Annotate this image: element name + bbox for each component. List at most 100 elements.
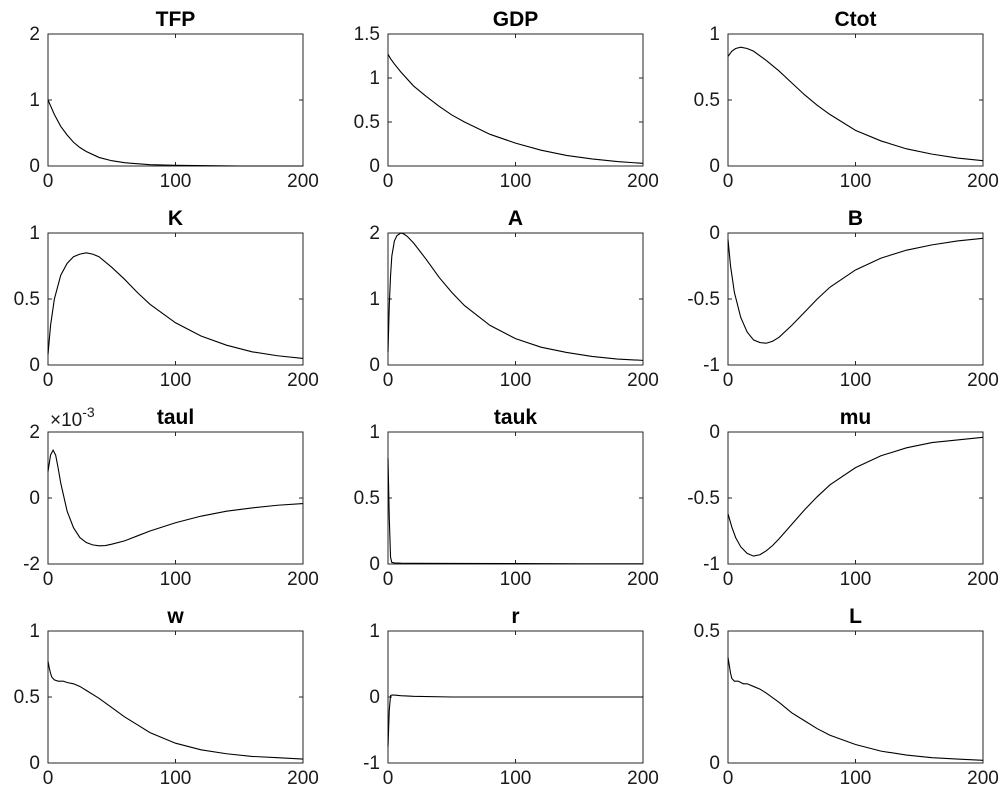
- y-tick-label: 0: [709, 223, 720, 244]
- subplot-l: L 0 100 200 0 0.5: [694, 605, 999, 789]
- x-tick-label: 0: [43, 569, 54, 590]
- x-tick-label: 100: [160, 569, 192, 590]
- x-tick-label: 200: [287, 171, 319, 192]
- subplot-title: TFP: [156, 8, 196, 31]
- y-tick-label: 1: [29, 621, 40, 642]
- x-tick-label: 100: [500, 370, 532, 391]
- x-tick-label: 100: [160, 768, 192, 789]
- x-tick-label: 0: [383, 569, 394, 590]
- x-tick-label: 200: [627, 171, 659, 192]
- x-tick-label: 200: [287, 370, 319, 391]
- x-tick-label: 100: [500, 569, 532, 590]
- subplot-title: K: [168, 207, 183, 230]
- series-line-w: [47, 661, 304, 760]
- axes-frame: [387, 431, 644, 565]
- x-tick-label: 100: [840, 569, 872, 590]
- x-tick-label: 100: [500, 768, 532, 789]
- axis-exponent: ×10-3: [50, 404, 95, 431]
- subplot-title: r: [511, 605, 519, 628]
- x-tick-label: 200: [627, 768, 659, 789]
- subplot-gdp: GDP 0 100 200 0 0.5 1 1.5: [354, 8, 659, 192]
- axes-frame: [47, 630, 304, 764]
- subplot-title: B: [848, 207, 863, 230]
- x-tick-label: 0: [43, 768, 54, 789]
- x-tick-label: 100: [500, 171, 532, 192]
- x-tick-label: 0: [383, 171, 394, 192]
- x-tick-label: 0: [383, 370, 394, 391]
- series-line-taul: [47, 448, 304, 547]
- subplot-title: tauk: [494, 406, 538, 429]
- y-tick-label: 0: [709, 753, 720, 774]
- subplot-title: taul: [157, 406, 194, 429]
- x-tick-label: 200: [287, 569, 319, 590]
- x-tick-label: 100: [160, 370, 192, 391]
- series-line-tauk: [387, 458, 643, 565]
- subplot-w: w 0 100 200 0 0.5 1: [14, 605, 319, 789]
- y-tick-label: 0.5: [14, 687, 40, 708]
- y-tick-label: 1: [709, 24, 720, 45]
- subplot-ctot: Ctot 0 100 200 0 0.5 1: [694, 8, 999, 192]
- series-line-b: [727, 237, 984, 344]
- series-line-gdp: [387, 53, 644, 164]
- y-tick-label: 0.5: [354, 488, 380, 509]
- subplot-k: K 0 100 200 0 0.5 1: [14, 207, 319, 391]
- x-tick-label: 0: [723, 768, 734, 789]
- x-tick-label: 0: [43, 370, 54, 391]
- series-line-a: [387, 232, 644, 361]
- x-tick-label: 200: [967, 569, 999, 590]
- x-tick-label: 200: [967, 171, 999, 192]
- x-tick-label: 200: [627, 569, 659, 590]
- y-tick-label: -0.5: [687, 289, 720, 310]
- y-tick-label: -1: [703, 355, 720, 376]
- subplot-mu: mu 0 100 200 -1 -0.5 0: [687, 406, 999, 590]
- series-line-r: [387, 694, 643, 747]
- subplot-a: A 0 100 200 0 1 2: [369, 207, 658, 391]
- y-tick-label: -1: [703, 554, 720, 575]
- y-tick-label: 1: [369, 289, 380, 310]
- x-tick-label: 100: [840, 768, 872, 789]
- y-tick-label: -2: [23, 554, 40, 575]
- series-line-ctot: [727, 46, 984, 162]
- axes-frame: [727, 431, 984, 565]
- y-tick-label: 1: [369, 68, 380, 89]
- x-tick-label: 200: [627, 370, 659, 391]
- y-tick-label: 0: [369, 156, 380, 177]
- axes-frame: [47, 431, 304, 565]
- x-tick-label: 200: [967, 370, 999, 391]
- series-line-k: [47, 252, 304, 359]
- y-tick-label: 0: [369, 687, 380, 708]
- y-tick-label: 0: [29, 156, 40, 177]
- x-tick-label: 200: [287, 768, 319, 789]
- y-tick-label: 0.5: [14, 289, 40, 310]
- x-tick-label: 0: [723, 370, 734, 391]
- subplot-tfp: TFP 0 100 200 0 1 2: [29, 8, 318, 192]
- y-tick-label: 2: [29, 24, 40, 45]
- x-tick-label: 100: [160, 171, 192, 192]
- series-line-l: [727, 657, 984, 761]
- y-tick-label: 1: [369, 621, 380, 642]
- subplot-title: w: [166, 605, 184, 628]
- y-tick-label: 0: [29, 753, 40, 774]
- axes-frame: [727, 232, 984, 366]
- subplot-title: mu: [840, 406, 872, 429]
- x-tick-label: 0: [723, 569, 734, 590]
- y-tick-label: 1: [29, 90, 40, 111]
- y-tick-label: 0.5: [694, 90, 720, 111]
- y-tick-label: 0: [369, 355, 380, 376]
- x-tick-label: 200: [967, 768, 999, 789]
- axes-frame: [47, 33, 304, 167]
- axes-frame: [727, 630, 984, 764]
- y-tick-label: 2: [29, 422, 40, 443]
- y-tick-label: 0.5: [694, 621, 720, 642]
- axes-frame: [387, 33, 644, 167]
- subplot-title: A: [508, 207, 523, 230]
- y-tick-label: 2: [369, 223, 380, 244]
- subplot-b: B 0 100 200 -1 -0.5 0: [687, 207, 999, 391]
- y-tick-label: 1: [29, 223, 40, 244]
- series-line-tfp: [47, 99, 303, 167]
- x-tick-label: 0: [723, 171, 734, 192]
- y-tick-label: -1: [363, 753, 380, 774]
- subplot-title: Ctot: [835, 8, 877, 31]
- subplot-r: r0 100 200-101: [363, 605, 659, 789]
- y-tick-label: 0: [29, 355, 40, 376]
